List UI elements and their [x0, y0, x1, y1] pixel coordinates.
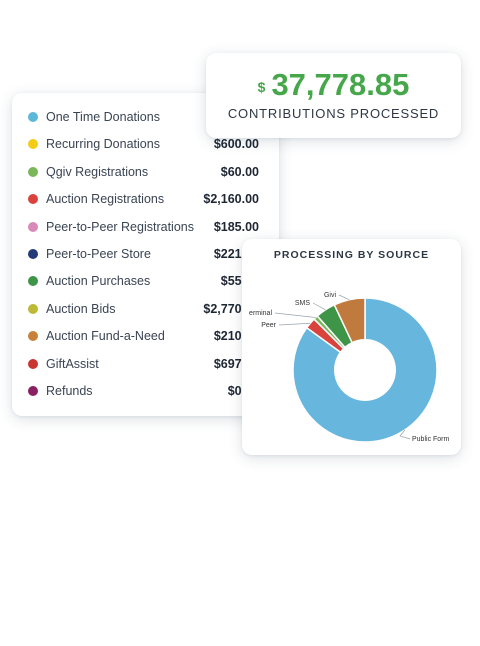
breakdown-row: Peer-to-Peer Store $221.00 — [12, 244, 279, 264]
donut-slice — [333, 297, 366, 344]
donut-chart: Public Form Peer erminal SMS Givi — [249, 292, 450, 443]
slice-label: SMS — [295, 300, 311, 307]
legend-dot-icon — [28, 358, 38, 369]
slice-label: Public Form — [412, 436, 450, 443]
total-amount: 37,778.85 — [271, 67, 410, 102]
breakdown-label: Auction Bids — [46, 301, 116, 316]
breakdown-label: Peer-to-Peer Registrations — [46, 219, 194, 234]
currency-symbol: $ — [257, 79, 266, 95]
breakdown-row: Qgiv Registrations $60.00 — [12, 162, 279, 182]
breakdown-label: One Time Donations — [46, 110, 160, 124]
breakdown-amount: $600.00 — [213, 137, 259, 152]
legend-dot-icon — [28, 276, 38, 287]
breakdown-amount: $185.00 — [213, 219, 259, 234]
chart-title: PROCESSING BY SOURCE — [273, 249, 430, 261]
legend-dot-icon — [28, 249, 38, 259]
breakdown-label: GiftAssist — [46, 356, 99, 371]
breakdown-amount: $60.00 — [220, 164, 259, 179]
leader-line — [399, 429, 411, 440]
leader-line — [312, 302, 326, 311]
legend-dot-icon — [28, 386, 38, 396]
legend-dot-icon — [28, 112, 38, 122]
legend-dot-icon — [28, 139, 38, 150]
total-caption: CONTRIBUTIONS PROCESSED — [227, 106, 440, 121]
slice-label: erminal — [249, 310, 272, 317]
breakdown-label: Recurring Donations — [46, 137, 160, 152]
breakdown-label: Qgiv Registrations — [46, 164, 149, 179]
breakdown-row: Recurring Donations $600.00 — [12, 134, 279, 154]
legend-dot-icon — [28, 166, 38, 177]
leader-line — [338, 294, 350, 301]
breakdown-card: One Time Donations$3Recurring Donations$… — [12, 93, 279, 416]
chart-card: PROCESSING BY SOURCE Public Form Peer ermi… — [242, 239, 461, 455]
leader-line — [274, 312, 316, 318]
breakdown-row: Auction Fund-a-Need $210.00 — [12, 326, 279, 346]
total-card: $37,778.85 CONTRIBUTIONS PROCESSED — [206, 53, 461, 138]
leader-line — [278, 322, 311, 326]
legend-dot-icon — [28, 194, 38, 205]
legend-dot-icon — [28, 331, 38, 342]
donut-slice — [292, 297, 438, 443]
breakdown-amount: $2,160.00 — [203, 192, 259, 207]
legend-dot-icon — [28, 221, 38, 232]
breakdown-label: Auction Purchases — [46, 274, 151, 289]
breakdown-row: Auction Purchases $55.00 — [12, 271, 279, 291]
breakdown-label: Auction Fund-a-Need — [46, 329, 165, 344]
breakdown-row: Peer-to-Peer Registrations $185.00 — [12, 217, 279, 237]
breakdown-row: GiftAssist $697.85 — [12, 354, 279, 374]
slice-label: Peer — [261, 322, 276, 329]
breakdown-row: Auction Bids $2,770.00 — [12, 299, 279, 319]
breakdown-row: Auction Registrations $2,160.00 — [12, 189, 279, 209]
breakdown-label: Refunds — [46, 384, 93, 398]
breakdown-label: Auction Registrations — [46, 192, 165, 207]
total-value: $37,778.85 — [206, 67, 461, 103]
slice-label: Givi — [324, 292, 337, 299]
breakdown-label: Peer-to-Peer Store — [46, 247, 151, 261]
legend-dot-icon — [28, 303, 38, 314]
breakdown-row: Refunds$0.00 — [12, 381, 279, 401]
